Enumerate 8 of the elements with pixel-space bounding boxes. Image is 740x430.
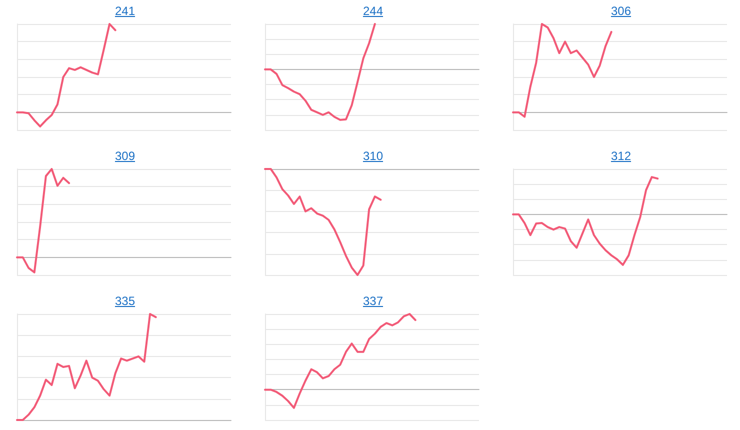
chart-title: 310 xyxy=(362,149,384,163)
chart-title: 244 xyxy=(362,4,384,18)
chart-title: 335 xyxy=(114,294,136,308)
chart-title: 312 xyxy=(610,149,632,163)
chart-title: 241 xyxy=(114,4,136,18)
chart-title: 309 xyxy=(114,149,136,163)
chart-title: 306 xyxy=(610,4,632,18)
chart-title: 337 xyxy=(362,294,384,308)
